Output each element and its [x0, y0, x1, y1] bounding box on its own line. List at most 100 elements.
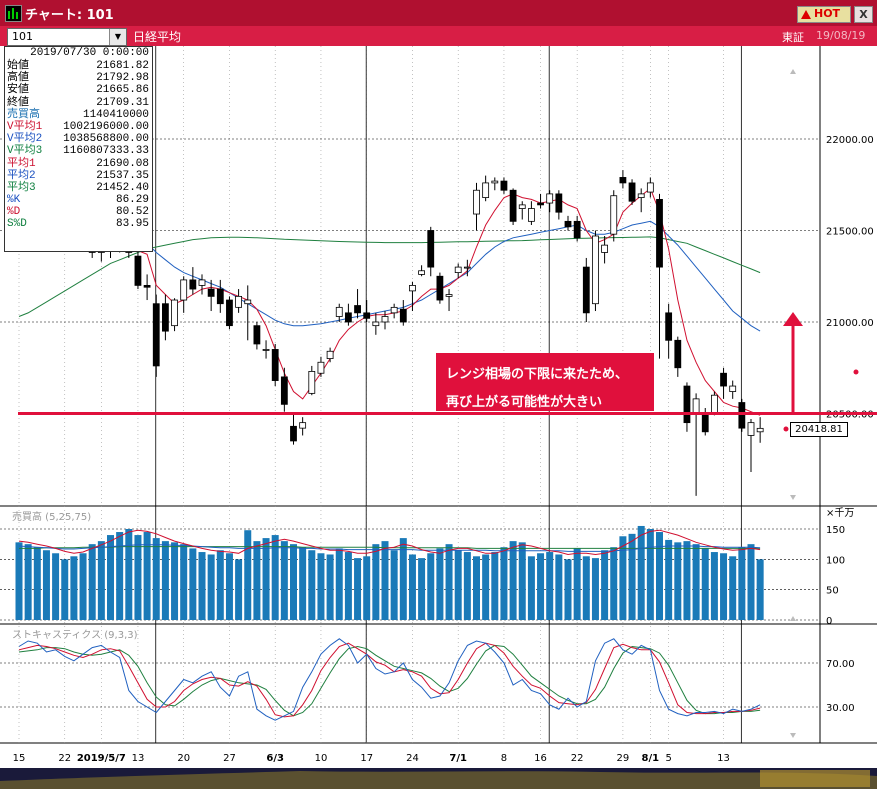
- annotation-box: [436, 353, 654, 411]
- candle-body: [729, 385, 737, 392]
- data-panel-value: 1160807333.33: [63, 145, 149, 158]
- volume-bar: [225, 553, 233, 620]
- volume-bar: [61, 559, 69, 620]
- candle-body: [500, 180, 508, 191]
- volume-bar: [79, 553, 87, 620]
- candle-body: [390, 306, 398, 314]
- x-axis-label: 5: [665, 753, 671, 764]
- candle-body: [399, 308, 407, 323]
- price-axis-label: 22000.00: [826, 135, 874, 146]
- data-panel-label: S%D: [7, 218, 27, 231]
- volume-bar: [637, 525, 645, 620]
- candle-body: [226, 299, 233, 327]
- data-panel-row: %D 80.52: [5, 206, 152, 218]
- candle-body: [582, 266, 590, 314]
- volume-axis-label: 0: [826, 616, 832, 627]
- candle-body: [601, 244, 608, 253]
- info-bar: [0, 26, 877, 46]
- data-panel-label: 平均3: [7, 181, 36, 194]
- hot-icon: [801, 10, 811, 19]
- data-panel-label: 平均2: [7, 169, 36, 182]
- volume-bar: [354, 558, 362, 620]
- symbol-selector[interactable]: 101 ▼: [7, 28, 127, 46]
- volume-bar: [537, 553, 545, 620]
- volume-bar: [482, 554, 490, 620]
- candle-body: [756, 427, 764, 433]
- candle-body: [518, 204, 526, 209]
- chart-area[interactable]: 22000.0021500.0021000.0020500.0015010050…: [0, 46, 877, 789]
- data-panel-row: V平均1 1002196000.00: [5, 121, 152, 133]
- x-axis-label: 22: [58, 753, 71, 764]
- x-axis-label: 13: [717, 753, 730, 764]
- volume-bar: [628, 533, 636, 620]
- data-panel-row: V平均3 1160807333.33: [5, 145, 152, 157]
- volume-bar: [674, 542, 682, 620]
- marker-dot: [853, 369, 859, 375]
- volume-bar: [253, 541, 261, 620]
- volume-bar: [381, 541, 389, 620]
- hot-button[interactable]: HOT: [797, 6, 851, 23]
- candle-body: [418, 270, 426, 275]
- stoch-sd-line: [18, 644, 761, 717]
- x-axis-label: 7/1: [449, 753, 467, 764]
- volume-bar: [317, 553, 325, 620]
- chevron-down-icon[interactable]: ▼: [109, 29, 126, 45]
- x-axis-label: 2019/5/7: [77, 753, 126, 764]
- volume-bar: [491, 552, 499, 620]
- candle-body: [372, 321, 380, 327]
- volume-bar: [473, 556, 480, 620]
- scroll-arrow-icon: [790, 69, 796, 74]
- volume-bar: [116, 532, 124, 620]
- data-panel-row: 安値 21665.86: [5, 84, 152, 96]
- close-button[interactable]: X: [854, 6, 873, 23]
- candle-body: [152, 303, 160, 367]
- volume-bar: [33, 547, 41, 620]
- volume-bar: [610, 547, 618, 620]
- volume-bar: [207, 554, 215, 620]
- symbol-code: 101: [12, 30, 33, 43]
- volume-bar: [582, 556, 590, 620]
- data-panel-datetime: 2019/07/30 0:00:00: [30, 47, 149, 59]
- volume-bar: [326, 554, 334, 620]
- volume-bar: [555, 554, 563, 620]
- volume-bar: [656, 532, 663, 620]
- volume-bar: [198, 552, 206, 620]
- volume-bar: [436, 548, 444, 620]
- index-name: 日経平均: [133, 30, 182, 44]
- volume-bar: [42, 550, 50, 620]
- candle-body: [537, 202, 544, 206]
- candle-body: [463, 266, 471, 269]
- volume-bar: [70, 556, 78, 620]
- volume-bar: [729, 556, 737, 620]
- volume-bar: [344, 552, 352, 620]
- x-axis-label: 22: [571, 753, 584, 764]
- candle-body: [290, 425, 297, 442]
- volume-bar: [308, 550, 316, 620]
- candle-body: [692, 398, 700, 414]
- volume-bar: [463, 552, 471, 620]
- data-panel-value: 21709.31: [96, 96, 149, 109]
- annotation-line2: 再び上がる可能性が大きい: [446, 395, 603, 410]
- candle-body: [610, 195, 618, 235]
- data-panel-value: 86.29: [115, 194, 149, 207]
- volume-bar: [546, 552, 554, 620]
- volume-bar: [564, 559, 572, 620]
- candle-body: [628, 182, 636, 202]
- title-bar: チャート: 101 HOT X: [0, 0, 877, 26]
- current-price-tag: 20418.81: [790, 422, 848, 437]
- data-panel-row: V平均2 1038568800.00: [5, 133, 152, 145]
- volume-axis-label: 50: [826, 586, 839, 597]
- candle-body: [216, 288, 224, 305]
- volume-bar: [500, 547, 508, 620]
- volume-bar: [408, 554, 416, 620]
- x-axis-label: 17: [360, 753, 373, 764]
- price-marker-dot: [783, 426, 789, 432]
- candle-body: [280, 376, 288, 405]
- candle-body: [427, 230, 435, 268]
- x-axis-label: 29: [617, 753, 630, 764]
- x-axis-label: 24: [406, 753, 419, 764]
- candle-body: [738, 402, 746, 429]
- data-panel-label: 平均1: [7, 157, 36, 170]
- data-panel-row: S%D 83.95: [5, 218, 152, 230]
